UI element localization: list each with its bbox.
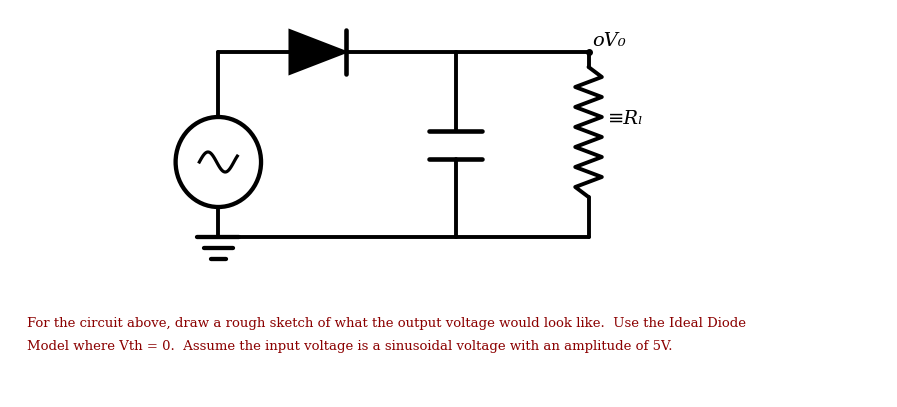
Text: oV₀: oV₀ <box>592 32 626 50</box>
Text: Model where Vth = 0.  Assume the input voltage is a sinusoidal voltage with an a: Model where Vth = 0. Assume the input vo… <box>27 340 672 353</box>
Polygon shape <box>290 30 346 74</box>
Text: For the circuit above, draw a rough sketch of what the output voltage would look: For the circuit above, draw a rough sket… <box>27 317 745 330</box>
Text: ≡Rₗ: ≡Rₗ <box>607 110 643 128</box>
